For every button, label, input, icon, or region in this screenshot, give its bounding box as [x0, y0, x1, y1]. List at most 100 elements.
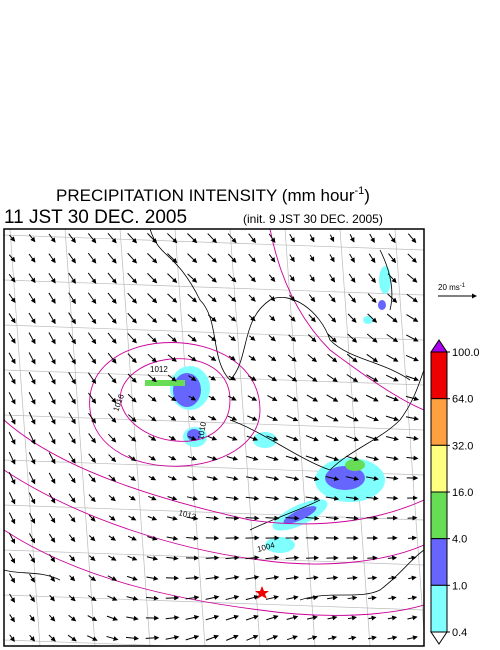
wind-vector [267, 395, 278, 402]
wind-vector [29, 573, 35, 583]
wind-vector [205, 575, 220, 581]
wind-vector [108, 515, 116, 521]
wind-vector [187, 293, 198, 303]
wind-vector [68, 332, 76, 345]
wind-vector [349, 234, 355, 243]
wind-vector [107, 292, 117, 304]
wind-vector [385, 415, 399, 422]
wind-vector [285, 455, 300, 462]
wind-vector [405, 415, 419, 421]
wind-vector [227, 253, 237, 263]
wind-vector [325, 435, 339, 442]
wind-vector [368, 595, 377, 601]
color-band [430, 584, 448, 633]
wind-vector [407, 253, 417, 263]
wind-vector [268, 274, 276, 283]
wind-vector [406, 455, 419, 461]
wind-vector [205, 634, 219, 641]
wind-vector [127, 373, 137, 383]
wind-vector [148, 414, 157, 422]
wind-vector [147, 253, 158, 264]
wind-vector [147, 374, 157, 383]
level-label: 1.0 [452, 580, 467, 592]
wind-vector [366, 374, 379, 382]
wind-vector [228, 375, 237, 381]
wind-vector [286, 595, 299, 601]
wind-vector [306, 394, 319, 402]
wind-vector [385, 374, 399, 382]
wind-vector [387, 635, 398, 641]
wind-vector [306, 374, 318, 382]
wind-vector [265, 555, 280, 561]
wind-vector [128, 495, 136, 501]
wind-vector [187, 354, 197, 362]
wind-vector [206, 495, 219, 501]
wind-vector [207, 455, 218, 461]
wind-vector [307, 354, 317, 363]
wind-vector [325, 515, 340, 521]
wind-vector [347, 333, 358, 343]
contour-label: 1010 [196, 421, 208, 441]
wind-vector [245, 475, 259, 481]
wind-vector [187, 475, 198, 481]
wind-vector [248, 335, 256, 341]
wind-vector [265, 515, 280, 521]
wind-vector [346, 394, 359, 402]
wind-vector [307, 334, 317, 343]
wind-vector [207, 294, 217, 303]
wind-vector [346, 515, 359, 521]
wind-vector [187, 273, 198, 283]
coastlines [4, 229, 424, 601]
wind-vector [8, 332, 16, 344]
wind-vector [125, 635, 140, 641]
parallel [4, 279, 424, 296]
wind-vector [108, 495, 116, 502]
wind-vector [265, 575, 280, 581]
wind-vector [48, 392, 56, 405]
wind-vector [305, 555, 319, 561]
wind-vector [88, 433, 96, 444]
wind-vector [388, 233, 396, 244]
wind-vector [108, 555, 117, 561]
wind-vector [268, 334, 276, 342]
meridian [64, 229, 96, 646]
wind-vector [107, 393, 117, 404]
wind-vector [88, 575, 97, 582]
wind-vector [329, 234, 335, 243]
wind-vector [9, 234, 16, 242]
wind-vector [347, 595, 358, 601]
wind-vector [28, 492, 36, 505]
wind-vector [245, 495, 260, 501]
wind-vector [127, 353, 137, 364]
wind-vector [208, 375, 217, 381]
wind-vector [167, 354, 177, 362]
wind-vector [147, 333, 158, 343]
wind-vector [48, 634, 56, 642]
wind-vector [69, 575, 76, 582]
wind-vector [108, 454, 117, 463]
wind-vector [87, 233, 97, 244]
wind-vector [206, 475, 219, 481]
wind-vector [405, 395, 420, 402]
wind-vector [305, 476, 320, 482]
wind-vector [349, 253, 355, 263]
wind-vector [8, 411, 16, 425]
wind-vector [407, 615, 418, 621]
wind-vector [28, 431, 36, 445]
wind-vector [48, 312, 56, 325]
level-label: 100.0 [452, 347, 480, 359]
wind-vector [166, 535, 179, 541]
wind-vector [128, 515, 137, 521]
wind-vector [68, 452, 76, 464]
wind-vector [126, 615, 139, 621]
wind-vector [68, 614, 77, 622]
wind-vector [248, 233, 256, 244]
wind-vector [167, 334, 177, 343]
wind-vector [127, 272, 138, 284]
wind-vector [386, 455, 399, 461]
wind-vector [168, 455, 177, 461]
wind-vector [87, 595, 97, 602]
wind-vector [168, 415, 177, 421]
wind-vector [309, 234, 315, 243]
wind-vector [266, 615, 279, 621]
